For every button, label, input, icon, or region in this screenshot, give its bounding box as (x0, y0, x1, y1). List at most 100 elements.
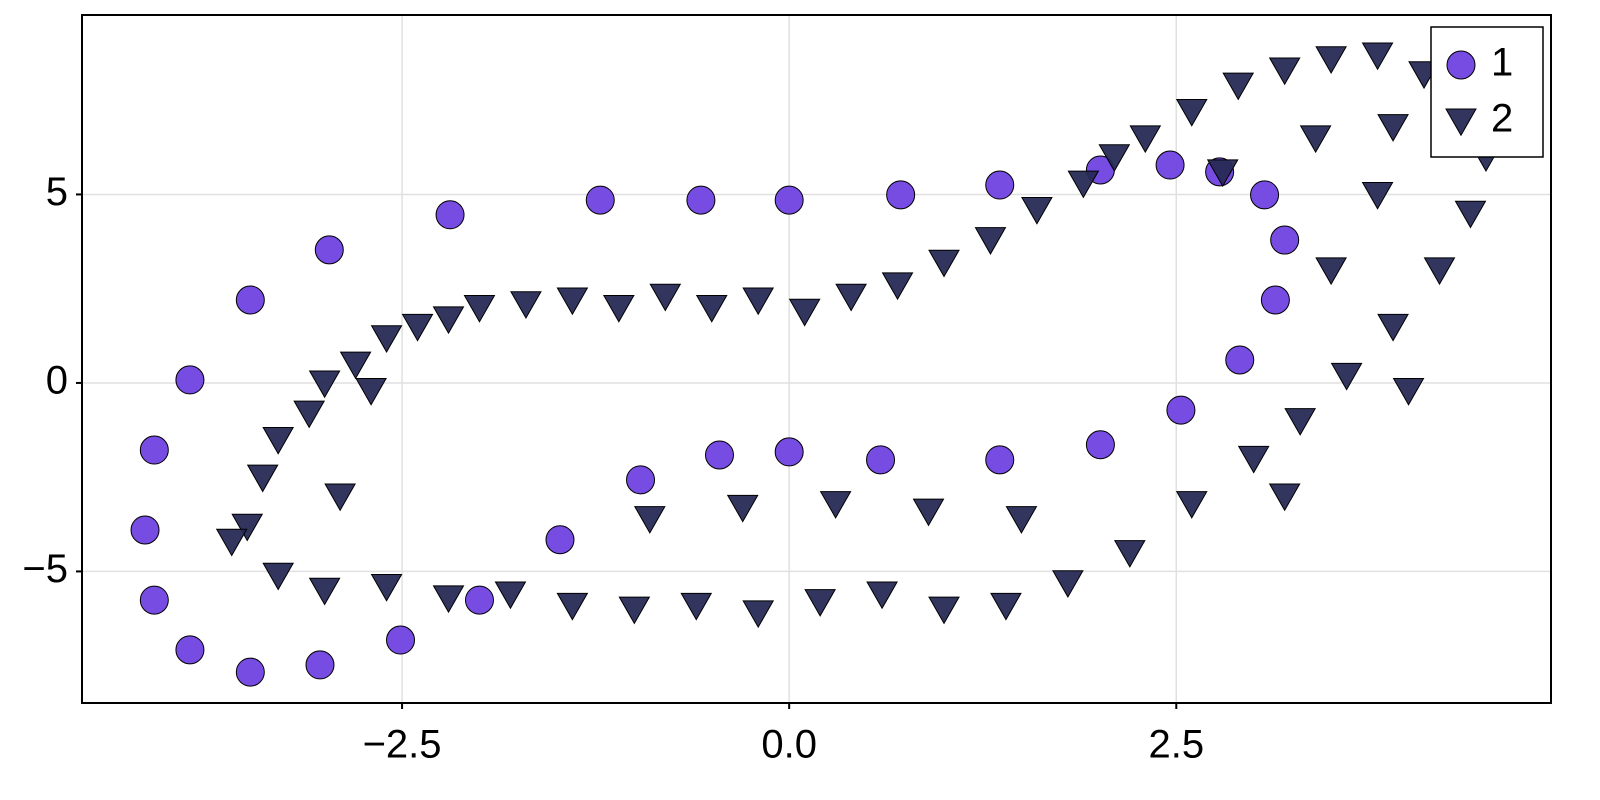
triangle-point (1005, 506, 1038, 534)
triangle-point (695, 295, 728, 323)
triangle-point (556, 287, 589, 316)
triangle-point (308, 370, 341, 399)
x-tick-label: 0.0 (761, 723, 817, 767)
triangle-point (556, 592, 589, 621)
triangle-point (1113, 540, 1146, 568)
triangle-point (355, 377, 387, 406)
triangle-point (432, 306, 465, 335)
circle-point (1166, 395, 1196, 425)
legend-marker (1445, 108, 1477, 137)
triangle-point (401, 313, 434, 342)
triangle-point (324, 483, 356, 512)
x-tick-label: 2.5 (1148, 723, 1204, 767)
circle-point (985, 445, 1015, 475)
triangle-point (463, 295, 496, 323)
circle-point (235, 657, 265, 687)
circle-point (1085, 430, 1115, 460)
circle-point (774, 437, 804, 467)
triangle-point (1206, 159, 1239, 188)
triangle-point (928, 596, 960, 625)
triangle-point (370, 574, 403, 602)
triangle-point (742, 600, 775, 629)
triangle-point (1067, 170, 1100, 199)
circle-point (1155, 150, 1185, 180)
triangle-point (819, 491, 852, 519)
circle-point (314, 235, 344, 265)
circle-point (686, 185, 716, 215)
axes-layer: −2.5 0.0 2.5 −5 0 5 (22, 170, 1204, 767)
circle-point (235, 285, 265, 315)
legend-label: 2 (1491, 97, 1513, 141)
triangle-point (370, 325, 403, 353)
triangle-point (308, 577, 341, 606)
legend-label: 1 (1491, 41, 1513, 85)
circle-point (175, 635, 205, 665)
triangle-point (262, 426, 295, 455)
plot-frame (81, 14, 1552, 704)
marks-layer (130, 42, 1502, 687)
x-tick-label: −2.5 (363, 723, 442, 767)
legend: 12 (1430, 26, 1544, 158)
triangle-point (246, 464, 279, 493)
circle-point (435, 200, 465, 230)
triangle-point (1377, 114, 1409, 142)
triangle-point (1268, 57, 1301, 86)
circle-point (305, 650, 335, 680)
triangle-point (1175, 491, 1208, 519)
circle-point (1260, 285, 1290, 315)
triangle-point (1392, 377, 1425, 406)
triangle-point (510, 291, 542, 320)
legend-marker (1446, 50, 1476, 80)
triangle-point (1284, 408, 1317, 436)
triangle-point (618, 596, 651, 625)
triangle-point (680, 592, 713, 621)
circle-point (1225, 345, 1255, 375)
circle-point (626, 465, 656, 495)
triangle-point (1361, 181, 1394, 210)
circle-point (545, 525, 575, 555)
triangle-point (1423, 257, 1456, 286)
triangle-point (432, 585, 465, 614)
triangle-point (866, 581, 898, 610)
triangle-point (1315, 257, 1347, 286)
circle-point (175, 365, 205, 395)
y-tick-label: 5 (46, 170, 68, 214)
triangle-point (1021, 197, 1053, 225)
y-tick-label: 0 (46, 359, 68, 403)
triangle-point (1377, 313, 1409, 342)
triangle-point (742, 287, 775, 316)
legend-box (1430, 26, 1544, 158)
triangle-point (339, 351, 372, 380)
circle-point (774, 185, 804, 215)
triangle-point (1129, 125, 1162, 154)
circle-point (886, 180, 916, 210)
triangle-point (262, 562, 295, 591)
triangle-point (1299, 125, 1332, 154)
circle-point (585, 185, 615, 215)
triangle-point (912, 498, 945, 527)
triangle-point (1361, 42, 1394, 71)
triangle-point (1330, 362, 1363, 391)
triangle-point (1098, 144, 1131, 173)
triangle-point (602, 295, 635, 323)
circle-point (464, 585, 494, 615)
triangle-point (1237, 445, 1270, 474)
triangle-point (835, 283, 867, 312)
triangle-point (990, 592, 1022, 621)
triangle-point (881, 272, 914, 301)
circle-point (130, 515, 160, 545)
circle-point (985, 170, 1015, 200)
triangle-point (804, 589, 837, 617)
circle-point (704, 440, 734, 470)
triangle-point (788, 298, 821, 327)
triangle-point (231, 513, 264, 542)
circle-point (386, 625, 416, 655)
circle-point (1270, 225, 1300, 255)
triangle-point (215, 528, 248, 557)
triangle-point (293, 400, 326, 429)
triangle-point (1052, 570, 1084, 598)
triangle-point (1222, 72, 1255, 101)
y-tick-label: −5 (22, 547, 68, 591)
triangle-point (928, 249, 960, 278)
triangle-point (1175, 99, 1208, 127)
